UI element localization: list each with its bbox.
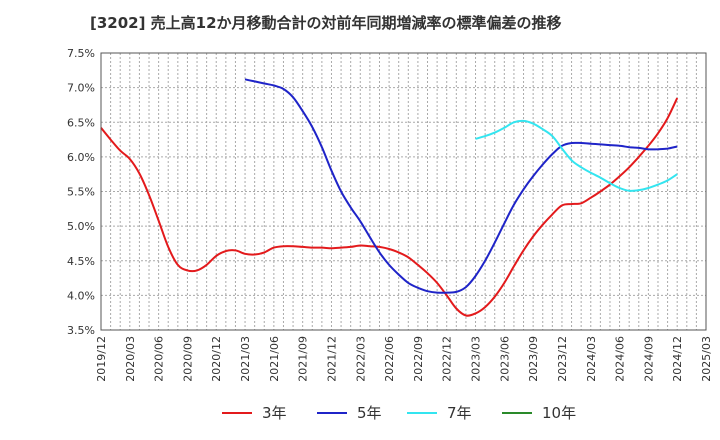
legend-swatch — [222, 411, 252, 414]
legend-label: 3年 — [262, 404, 287, 422]
grid-lines — [100, 52, 707, 331]
chart-title: [3202] 売上高12か月移動合計の対前年同期増減率の標準偏差の推移 — [90, 14, 562, 32]
x-tick-label: 2021/03 — [239, 336, 252, 382]
x-tick-label: 2022/12 — [441, 336, 454, 382]
x-tick-label: 2023/12 — [556, 336, 569, 382]
y-tick-label: 7.5% — [67, 47, 95, 60]
series-line-3 — [475, 119, 678, 192]
legend-item-2: 5年 — [317, 402, 382, 423]
x-tick-label: 2022/03 — [354, 336, 367, 382]
legend-swatch — [317, 411, 347, 414]
x-tick-label: 2020/06 — [153, 336, 166, 382]
legend-label: 5年 — [357, 404, 382, 422]
x-tick-label: 2021/06 — [268, 336, 281, 382]
x-tick-label: 2025/03 — [700, 336, 713, 382]
x-tick-label: 2024/09 — [642, 336, 655, 382]
y-tick-label: 5.5% — [67, 186, 95, 199]
legend: 3年 5年 7年 10年 — [0, 402, 720, 428]
legend-label: 10年 — [542, 404, 577, 422]
x-tick-label: 2021/09 — [297, 336, 310, 382]
x-tick-label: 2019/12 — [95, 336, 108, 382]
x-tick-label: 2024/06 — [614, 336, 627, 382]
series-lines — [100, 78, 679, 317]
x-tick-label: 2020/09 — [181, 336, 194, 382]
series-line-2 — [244, 78, 678, 294]
y-tick-label: 5.0% — [67, 220, 95, 233]
legend-item-1: 3年 — [222, 402, 287, 423]
x-tick-label: 2023/09 — [527, 336, 540, 382]
x-tick-label: 2024/12 — [671, 336, 684, 382]
legend-label: 7年 — [447, 404, 472, 422]
legend-item-3: 7年 — [407, 402, 472, 423]
y-tick-label: 3.5% — [67, 324, 95, 337]
y-tick-label: 6.0% — [67, 151, 95, 164]
series-line-1 — [100, 97, 679, 317]
y-tick-label: 7.0% — [67, 82, 95, 95]
plot-border — [100, 52, 707, 331]
x-tick-label: 2020/03 — [124, 336, 137, 382]
x-tick-label: 2024/03 — [585, 336, 598, 382]
x-tick-label: 2021/12 — [325, 336, 338, 382]
axes: 3.5% 4.0% 4.5% 5.0% 5.5% 6.0% 6.5% 7.0% 7.5% 2019… — [67, 47, 713, 382]
legend-item-4: 10年 — [502, 402, 576, 423]
y-tick-label: 4.5% — [67, 255, 95, 268]
x-tick-label: 2022/06 — [383, 336, 396, 382]
y-tick-label: 6.5% — [67, 116, 95, 129]
x-tick-label: 2023/03 — [470, 336, 483, 382]
x-tick-label: 2020/12 — [210, 336, 223, 382]
x-tick-label: 2022/09 — [412, 336, 425, 382]
x-tick-label: 2023/06 — [498, 336, 511, 382]
y-tick-label: 4.0% — [67, 289, 95, 302]
legend-swatch — [502, 411, 532, 414]
legend-swatch — [407, 411, 437, 414]
